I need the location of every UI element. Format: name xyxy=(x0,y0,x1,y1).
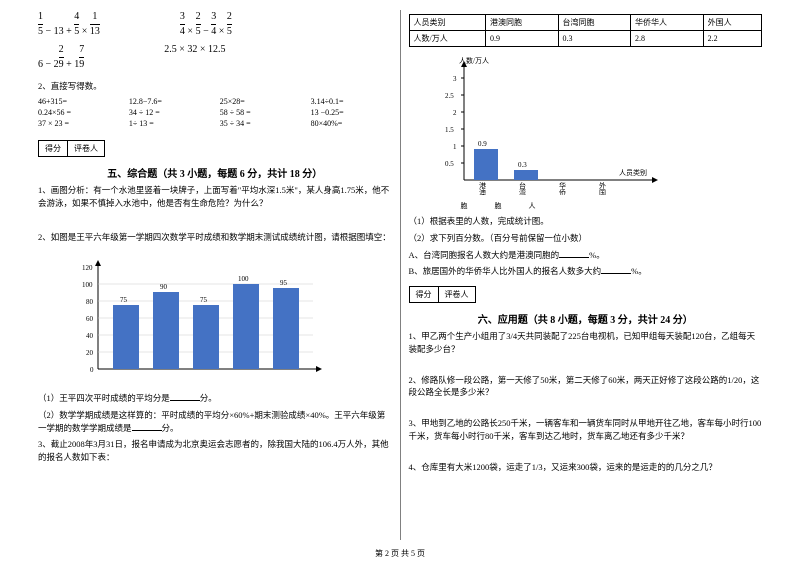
left-column: 15 − 13 + 45 × 113 34 × 25 − 34 × 25 6 −… xyxy=(30,10,401,540)
svg-text:2: 2 xyxy=(453,109,457,117)
svg-text:95: 95 xyxy=(280,279,288,287)
chart-sub-b: （2）求下列百分数。（百分号前保留一位小数） xyxy=(409,232,763,245)
grader-label: 评卷人 xyxy=(439,287,475,302)
svg-text:侨: 侨 xyxy=(559,188,566,195)
question-5-1: 1、画图分析：有一个水池里竖着一块牌子，上面写着"平均水深1.5米"，某人身高1… xyxy=(38,184,392,210)
calc-cell: 0.24×56 = xyxy=(38,108,119,117)
svg-text:0.9: 0.9 xyxy=(478,140,487,148)
svg-text:120: 120 xyxy=(82,264,93,272)
chart-sub-a: （1）根据表里的人数，完成统计图。 xyxy=(409,215,763,228)
svg-text:1.5: 1.5 xyxy=(445,126,454,134)
question-5-2: 2、如图是王平六年级第一学期四次数学平时成绩和数学期末测试成绩统计图，请根据图填… xyxy=(38,231,392,244)
svg-text:60: 60 xyxy=(86,315,94,323)
svg-text:澳: 澳 xyxy=(479,188,486,195)
score-label: 得分 xyxy=(39,141,68,156)
calc-grid: 46+315= 12.8−7.6= 25×28= 3.14÷0.1= 0.24×… xyxy=(38,97,392,128)
x-labels: 港澳 台湾 华侨 外国 xyxy=(479,181,606,195)
table-row: 人数/万人 0.9 0.3 2.8 2.2 xyxy=(409,31,762,47)
svg-text:2.5: 2.5 xyxy=(445,92,454,100)
math-expressions-row1: 15 − 13 + 45 × 113 34 × 25 − 34 × 25 xyxy=(38,10,392,39)
y-ticks: 0.5 1 1.5 2 2.5 3 xyxy=(445,75,464,168)
svg-text:1: 1 xyxy=(453,143,457,151)
svg-text:40: 40 xyxy=(86,332,94,340)
right-column: 人员类别 港澳同胞 台湾同胞 华侨华人 外国人 人数/万人 0.9 0.3 2.… xyxy=(401,10,771,540)
volunteer-table: 人员类别 港澳同胞 台湾同胞 华侨华人 外国人 人数/万人 0.9 0.3 2.… xyxy=(409,14,763,47)
svg-text:80: 80 xyxy=(86,298,94,306)
score-label: 得分 xyxy=(410,287,439,302)
calc-cell: 3.14÷0.1= xyxy=(311,97,392,106)
grader-label: 评卷人 xyxy=(68,141,104,156)
svg-text:20: 20 xyxy=(86,349,94,357)
svg-text:75: 75 xyxy=(120,296,128,304)
section5-title: 五、综合题（共 3 小题，每题 6 分，共计 18 分） xyxy=(38,165,392,180)
score-box: 得分 评卷人 xyxy=(409,286,476,303)
question-6-2: 2、修路队修一段公路，第一天修了50米，第二天修了60米，两天正好修了这段公路的… xyxy=(409,374,763,400)
table-header: 人员类别 xyxy=(409,15,485,31)
svg-text:75: 75 xyxy=(200,296,208,304)
question-5-3: 3、截止2008年3月31日，报名申请成为北京奥运会志愿者的，除我国大陆的106… xyxy=(38,438,392,464)
calc-cell: 1÷ 13 = xyxy=(129,119,210,128)
table-cell: 人数/万人 xyxy=(409,31,485,47)
svg-text:3: 3 xyxy=(453,75,457,83)
calc-cell: 12.8−7.6= xyxy=(129,97,210,106)
calc-cell: 35 ÷ 34 = xyxy=(220,119,301,128)
svg-text:0.5: 0.5 xyxy=(445,160,454,168)
math-eq3: 6 − 229 + 179 xyxy=(38,43,84,72)
calc-cell: 37 × 23 = xyxy=(38,119,119,128)
svg-text:湾: 湾 xyxy=(519,188,526,195)
svg-text:100: 100 xyxy=(82,281,93,289)
svg-text:90: 90 xyxy=(160,283,168,291)
table-header: 外国人 xyxy=(703,15,761,31)
question-5-2b: （2）数学学期成绩是这样算的：平时成绩的平均分×60%+期末测验成绩×40%。王… xyxy=(38,409,392,435)
calc-title: 2、直接写得数。 xyxy=(38,80,392,93)
calc-cell: 34 ÷ 12 = xyxy=(129,108,210,117)
table-cell: 0.9 xyxy=(485,31,558,47)
question-6-3: 3、甲地到乙地的公路长250千米，一辆客车和一辆货车同时从甲地开往乙地，客车每小… xyxy=(409,417,763,443)
calc-cell: 25×28= xyxy=(220,97,301,106)
math-eq1: 15 − 13 + 45 × 113 xyxy=(38,10,100,39)
score-box: 得分 评卷人 xyxy=(38,140,105,157)
table-header: 台湾同胞 xyxy=(558,15,631,31)
chart-sub-c: A、台湾同胞报名人数大约是港澳同胞的%。 xyxy=(409,249,763,262)
svg-text:0: 0 xyxy=(90,366,94,374)
xlabel: 人员类别 xyxy=(619,168,647,177)
bar-chart-scores: 20 40 60 80 100 120 0 75 90 75 100 95 xyxy=(68,254,328,384)
calc-cell: 13 −0.25= xyxy=(311,108,392,117)
calc-cell: 80×40%= xyxy=(311,119,392,128)
table-row: 人员类别 港澳同胞 台湾同胞 华侨华人 外国人 xyxy=(409,15,762,31)
question-5-2a: （1）王平四次平时成绩的平均分是分。 xyxy=(38,392,392,405)
table-header: 港澳同胞 xyxy=(485,15,558,31)
svg-text:100: 100 xyxy=(238,275,249,283)
math-eq4: 2.5 × 32 × 12.5 xyxy=(164,43,225,72)
bars: 75 90 75 100 95 xyxy=(113,275,299,369)
section6-title: 六、应用题（共 8 小题，每题 3 分，共计 24 分） xyxy=(409,311,763,326)
table-cell: 0.3 xyxy=(558,31,631,47)
bars: 0.9 0.3 xyxy=(474,140,538,180)
math-expressions-row2: 6 − 229 + 179 2.5 × 32 × 12.5 xyxy=(38,43,392,72)
chart-sub-d: B、旅居国外的华侨华人比外国人的报名人数多大约%。 xyxy=(409,265,763,278)
table-header: 华侨华人 xyxy=(631,15,704,31)
table-cell: 2.2 xyxy=(703,31,761,47)
page-footer: 第 2 页 共 5 页 xyxy=(0,548,800,559)
math-eq2: 34 × 25 − 34 × 25 xyxy=(180,10,232,39)
svg-text:0.3: 0.3 xyxy=(518,161,527,169)
calc-cell: 58 ÷ 58 = xyxy=(220,108,301,117)
svg-text:国: 国 xyxy=(599,189,606,195)
bar-chart-volunteers: 人数/万人 0.5 1 1.5 2 2.5 3 0.9 0.3 人员类别 港澳 … xyxy=(429,55,669,195)
calc-cell: 46+315= xyxy=(38,97,119,106)
question-6-1: 1、甲乙两个生产小组用了3/4天共同装配了225台电视机，已知甲组每天装配120… xyxy=(409,330,763,356)
table-cell: 2.8 xyxy=(631,31,704,47)
question-6-4: 4、仓库里有大米1200袋，运走了1/3，又运来300袋，运来的是运走的的几分之… xyxy=(409,461,763,474)
